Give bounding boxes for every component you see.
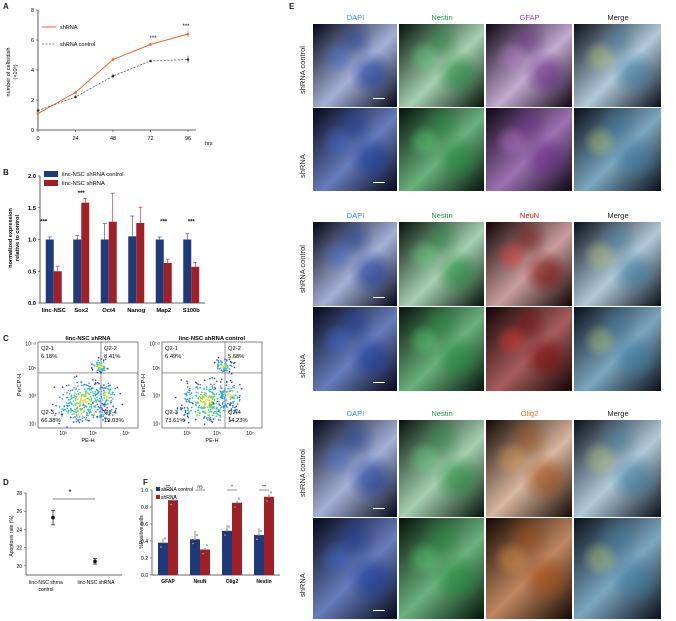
row-label: shRNA control bbox=[298, 449, 307, 497]
row-label: shRNA bbox=[298, 154, 307, 178]
micrograph-nestin bbox=[399, 420, 484, 517]
scale-bar bbox=[373, 98, 385, 99]
legend-b-shrna: linc-NSC shRNA bbox=[62, 181, 105, 187]
scale-bar bbox=[373, 610, 385, 611]
micrograph-nestin bbox=[399, 222, 484, 306]
micrograph-dapi bbox=[313, 518, 397, 619]
legend-f-shrna: shRNA bbox=[161, 495, 178, 501]
row-label: shRNA bbox=[298, 573, 307, 597]
panel-d-cat-1a: linc-NSC shrna bbox=[29, 580, 63, 586]
panel-f-ylabel: %Positive cells bbox=[139, 515, 145, 549]
micrograph-olig2 bbox=[486, 518, 572, 619]
panel-label-d: D bbox=[3, 478, 9, 487]
channel-label-nestin: Nestin bbox=[431, 211, 453, 220]
micrograph-nestin bbox=[399, 307, 484, 391]
micrograph-merge bbox=[574, 108, 661, 191]
channel-label-neun: NeuN bbox=[519, 211, 540, 220]
micrograph-dapi bbox=[313, 108, 397, 191]
micrograph-neun bbox=[486, 307, 572, 391]
channel-label-merge: Merge bbox=[607, 13, 629, 22]
micrograph-dapi bbox=[313, 307, 397, 391]
micrograph-neun bbox=[486, 222, 572, 306]
sig-d: * bbox=[68, 488, 71, 497]
channel-label-dapi: DAPI bbox=[346, 13, 365, 22]
micrograph-merge bbox=[574, 518, 661, 619]
panel-a-ylabel-2: (×10⁵) bbox=[12, 64, 19, 79]
micrograph-merge bbox=[574, 222, 661, 306]
panel-d-cat-1b: control bbox=[38, 587, 53, 593]
panel-label-f: F bbox=[143, 478, 148, 487]
panel-b-ylabel-1: normalized expression bbox=[8, 208, 14, 268]
micrograph-nestin bbox=[399, 24, 484, 107]
panel-b-ylabel-2: relative to control bbox=[15, 214, 21, 261]
channel-label-dapi: DAPI bbox=[346, 211, 365, 220]
panel-b-text: linc-NSC shRNA control linc-NSC shRNA no… bbox=[8, 172, 124, 268]
micrograph-dapi bbox=[313, 24, 397, 107]
scale-bar bbox=[373, 182, 385, 183]
channel-label-gfap: GFAP bbox=[519, 13, 540, 22]
panel-a-xunit: hrs bbox=[205, 141, 213, 147]
panel-label-b: B bbox=[3, 168, 9, 177]
channel-label-merge: Merge bbox=[607, 409, 629, 418]
legend-a-shrna: shRNA bbox=[60, 25, 78, 31]
micrograph-nestin bbox=[399, 518, 484, 619]
sig-a-96: *** bbox=[182, 24, 190, 30]
panel-df-text: Apoptosis rate (%) linc-NSC shrna contro… bbox=[9, 487, 193, 593]
panel-a-text: number of cells/dish (×10⁵) shRNA shRNA … bbox=[6, 24, 213, 147]
channel-label-merge: Merge bbox=[607, 211, 629, 220]
row-label: shRNA control bbox=[298, 244, 307, 293]
micrograph-nestin bbox=[399, 108, 484, 191]
panel-a-ylabel-1: number of cells/dish bbox=[6, 48, 12, 97]
scale-bar bbox=[373, 508, 385, 509]
micrograph-dapi bbox=[313, 420, 397, 517]
channel-label-dapi: DAPI bbox=[346, 409, 365, 418]
panel-d-cat-2: linc-NSC shRNA bbox=[78, 580, 116, 586]
channel-label-nestin: Nestin bbox=[431, 13, 453, 22]
panel-label-c: C bbox=[3, 334, 9, 343]
panel-label-a: A bbox=[3, 2, 9, 11]
panel-label-e: E bbox=[289, 2, 295, 11]
channel-label-nestin: Nestin bbox=[431, 409, 453, 418]
channel-label-olig2: Olig2 bbox=[520, 409, 539, 418]
micrograph-merge bbox=[574, 420, 661, 517]
micrograph-gfap bbox=[486, 108, 572, 191]
panel-d-ylabel: Apoptosis rate (%) bbox=[9, 515, 15, 556]
row-label: shRNA bbox=[298, 353, 307, 378]
micrograph-olig2 bbox=[486, 420, 572, 517]
micrograph-dapi bbox=[313, 222, 397, 306]
legend-b-control: linc-NSC shRNA control bbox=[62, 172, 124, 178]
scale-bar bbox=[373, 382, 385, 383]
scale-bar bbox=[373, 297, 385, 298]
legend-f-control: shRNA control bbox=[161, 487, 193, 493]
micrograph-merge bbox=[574, 307, 661, 391]
micrograph-merge bbox=[574, 24, 661, 107]
sig-a-72: *** bbox=[149, 36, 157, 42]
row-label: shRNA control bbox=[298, 46, 307, 94]
micrograph-gfap bbox=[486, 24, 572, 107]
legend-a-control: shRNA control bbox=[60, 42, 95, 48]
